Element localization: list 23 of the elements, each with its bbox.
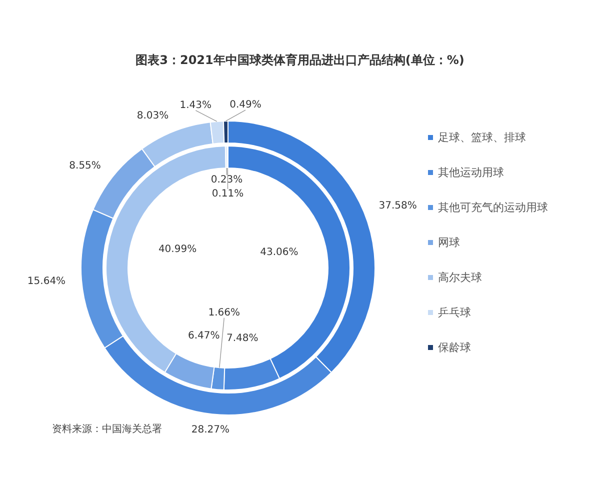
data-label: 15.64% (27, 276, 66, 288)
legend-label: 网球 (438, 235, 460, 250)
legend-label: 高尔夫球 (438, 270, 482, 285)
data-label: 7.48% (226, 333, 258, 344)
text: 资料来源：中国海关总署 (52, 422, 162, 436)
chart-title: 图表3：2021年中国球类体育用品进出口产品结构(单位：%) (134, 52, 466, 69)
data-label: 0.23% (210, 174, 243, 186)
legend-label: 其他运动用球 (438, 165, 504, 180)
data-label: 0.49% (230, 100, 262, 111)
legend-label: 其他可充气的运动用球 (438, 200, 548, 215)
data-label: 8.03% (136, 110, 169, 122)
data-label: 6.47% (188, 330, 220, 342)
legend-label: 保龄球 (438, 340, 471, 355)
data-label: 28.27% (191, 424, 230, 436)
data-label: 37.58% (378, 200, 417, 212)
legend-label: 足球、篮球、排球 (438, 130, 526, 145)
data-label: 40.99% (158, 244, 197, 255)
legend-label: 乒乓球 (438, 305, 471, 320)
data-label: 1.66% (208, 307, 240, 318)
data-label: 43.06% (260, 246, 298, 258)
data-label: 0.11% (212, 188, 244, 200)
data-label: 1.43% (180, 100, 212, 111)
data-label: 8.55% (69, 160, 101, 172)
